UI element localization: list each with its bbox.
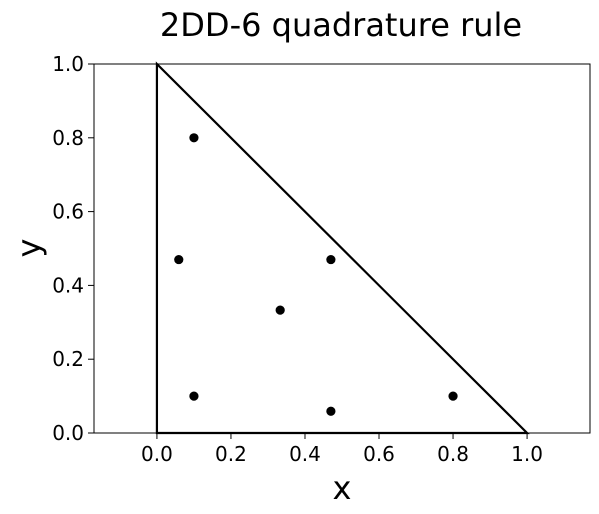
quadrature-points xyxy=(174,133,458,416)
x-axis-label: x xyxy=(333,469,352,507)
y-tick-label: 0.8 xyxy=(52,126,84,150)
data-point-5 xyxy=(189,391,199,401)
data-point-3 xyxy=(326,254,336,265)
y-tick-label: 0.6 xyxy=(52,200,84,224)
data-point-7 xyxy=(448,391,458,401)
y-tick-label: 0.2 xyxy=(52,347,84,371)
y-axis-ticks: 0.0 0.2 0.4 0.6 0.8 1.0 xyxy=(52,52,94,445)
data-point-4 xyxy=(275,305,285,315)
y-tick-label: 0.4 xyxy=(52,273,84,297)
x-tick-label: 1.0 xyxy=(511,442,543,466)
x-tick-label: 0.8 xyxy=(437,442,469,466)
y-axis-label: y xyxy=(10,239,48,258)
triangle-outline xyxy=(155,61,530,435)
plot-area xyxy=(93,61,591,435)
data-point-1 xyxy=(189,133,199,143)
data-point-2 xyxy=(174,254,184,265)
x-tick-label: 0.6 xyxy=(363,442,395,466)
x-tick-label: 0.4 xyxy=(289,442,321,466)
chart-title: 2DD-6 quadrature rule xyxy=(160,6,522,44)
data-point-6 xyxy=(326,406,336,416)
x-axis-ticks: 0.0 0.2 0.4 0.6 0.8 1.0 xyxy=(141,433,543,466)
y-tick-label: 0.0 xyxy=(52,421,84,445)
y-tick-label: 1.0 xyxy=(52,52,84,76)
x-tick-label: 0.2 xyxy=(215,442,247,466)
x-tick-label: 0.0 xyxy=(141,442,173,466)
